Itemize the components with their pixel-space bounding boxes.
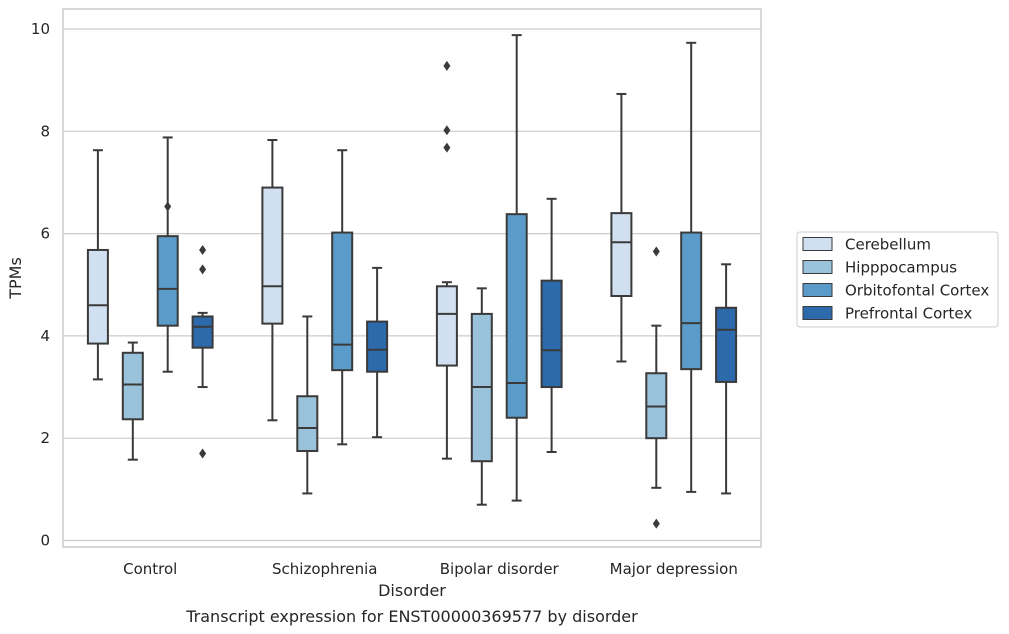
- box-cerebellum: [261, 138, 284, 422]
- y-tick-label: 10: [31, 20, 50, 38]
- y-tick-label: 8: [40, 122, 50, 140]
- x-tick-label: Schizophrenia: [272, 560, 377, 578]
- box-prefrontal-cortex: [366, 266, 389, 439]
- box-orbitofontal-cortex: [680, 41, 703, 493]
- outlier-point: [443, 125, 451, 136]
- box-iqr: [610, 212, 633, 298]
- outlier-point: [199, 264, 207, 275]
- box-iqr: [331, 231, 354, 372]
- box-prefrontal-cortex: [715, 263, 738, 495]
- legend-label: Cerebellum: [845, 236, 931, 254]
- box-cerebellum: [610, 92, 633, 363]
- x-tick-label: Control: [123, 560, 177, 578]
- box-hipppocampus: [121, 341, 144, 461]
- legend-swatch: [802, 260, 833, 274]
- y-axis-title: TPMs: [6, 257, 25, 300]
- legend-swatch: [802, 283, 833, 297]
- legend-swatch: [802, 237, 833, 251]
- box-iqr: [505, 213, 528, 419]
- box-iqr: [86, 248, 109, 345]
- legend-swatch: [802, 306, 833, 320]
- y-tick-label: 4: [40, 327, 50, 345]
- box-iqr: [191, 315, 214, 349]
- box-prefrontal-cortex: [540, 197, 563, 454]
- legend-label: Hipppocampus: [845, 259, 957, 277]
- outlier-point: [164, 201, 172, 212]
- x-tick-label: Major depression: [610, 560, 738, 578]
- gridlines: [63, 28, 761, 542]
- legend: Cerebellum Hipppocampus Orbitofontal Corte…: [796, 231, 999, 328]
- box-plot-marks: [86, 34, 738, 529]
- outlier-point: [199, 448, 207, 459]
- box-orbitofontal-cortex: [156, 136, 179, 373]
- x-tick-label: Bipolar disorder: [440, 560, 560, 578]
- outlier-point: [443, 142, 451, 153]
- box-prefrontal-cortex: [191, 244, 214, 459]
- box-iqr: [156, 235, 179, 327]
- box-iqr: [261, 186, 284, 325]
- box-orbitofontal-cortex: [331, 149, 354, 446]
- plot-area-frame: [62, 8, 762, 548]
- box-orbitofontal-cortex: [505, 34, 528, 502]
- box-iqr: [296, 395, 319, 452]
- outlier-point: [652, 518, 660, 529]
- box-hipppocampus: [645, 246, 668, 529]
- legend-frame: [796, 231, 999, 328]
- y-tick-label: 0: [40, 532, 50, 550]
- box-iqr: [435, 285, 458, 367]
- box-iqr: [366, 320, 389, 373]
- box-cerebellum: [435, 60, 458, 460]
- y-tick-label: 2: [40, 429, 50, 447]
- x-axis-ticks: Control Schizophrenia Bipolar disorder Majo…: [123, 560, 738, 578]
- box-hipppocampus: [296, 315, 319, 495]
- box-hipppocampus: [470, 287, 493, 506]
- box-cerebellum: [86, 149, 109, 381]
- legend-label: Prefrontal Cortex: [845, 305, 972, 323]
- outlier-point: [652, 246, 660, 257]
- legend-label: Orbitofontal Cortex: [845, 282, 989, 300]
- box-iqr: [121, 351, 144, 421]
- y-axis-ticks: 0 2 4 6 8 10: [31, 20, 50, 550]
- chart-caption: Transcript expression for ENST0000036957…: [185, 607, 638, 626]
- box-iqr: [680, 231, 703, 371]
- x-axis-title: Disorder: [378, 581, 446, 600]
- outlier-point: [199, 244, 207, 255]
- y-tick-label: 6: [40, 225, 50, 243]
- box-iqr: [715, 306, 738, 383]
- outlier-point: [443, 60, 451, 71]
- box-iqr: [540, 279, 563, 389]
